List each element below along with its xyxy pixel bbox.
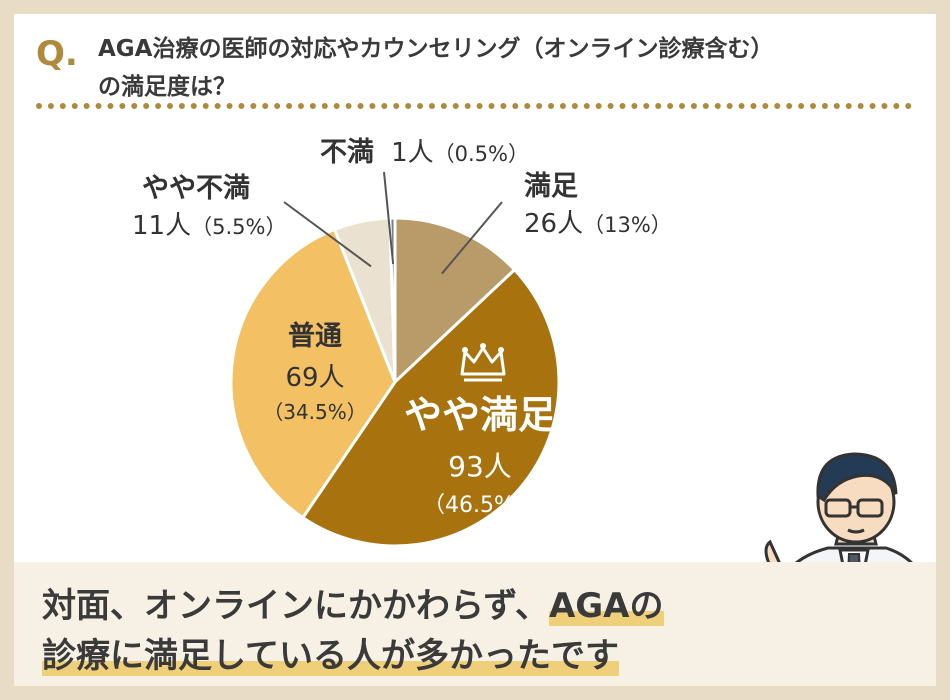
label-futsuu-percent: （34.5%） xyxy=(263,400,367,424)
conclusion-line2: 診療に満足している人が多かったです xyxy=(42,628,619,677)
label-futsuu: 普通 69人 （34.5%） xyxy=(250,314,380,425)
conclusion-line2-highlight: 診療に満足している人が多かったです xyxy=(42,636,619,676)
label-manzoku-count: 26人 xyxy=(524,209,584,239)
conclusion-line1-highlight: AGAの xyxy=(548,586,664,626)
label-futsuu-category: 普通 xyxy=(288,321,342,352)
label-yaya-manzoku: やや満足 93人 （46.5%） xyxy=(390,384,570,519)
label-futsuu-count: 69人 xyxy=(285,363,345,393)
label-manzoku-category: 満足 xyxy=(524,171,578,202)
conclusion-line1: 対面、オンラインにかかわらず、AGAの xyxy=(42,578,664,627)
label-yaya-fuman-percent: （5.5%） xyxy=(191,215,287,239)
pie-chart xyxy=(229,171,561,548)
slice-manzoku xyxy=(393,216,517,386)
leader-line-manzoku xyxy=(441,201,503,275)
label-yaya-manzoku-percent: （46.5%） xyxy=(423,493,537,518)
slice-futsuu xyxy=(229,227,397,520)
slice-yaya-manzoku xyxy=(300,267,561,548)
label-fuman-category: 不満 xyxy=(320,137,374,168)
label-yaya-fuman: やや不満 11人（5.5%） xyxy=(132,166,286,242)
slice-fuman xyxy=(388,216,397,383)
label-yaya-fuman-count: 11人 xyxy=(132,211,192,241)
leader-line-fuman xyxy=(383,171,395,265)
label-manzoku-percent: （13%） xyxy=(583,213,672,237)
crown-icon xyxy=(460,343,506,382)
question-mark: Q. xyxy=(36,34,78,74)
dotted-divider xyxy=(36,103,912,109)
survey-card: Q. AGA治療の医師の対応やカウンセリング（オンライン診療含む） の満足度は？… xyxy=(14,14,936,686)
label-fuman-percent: （0.5%） xyxy=(433,142,529,166)
leader-line-yaya-fuman xyxy=(283,201,372,268)
label-manzoku: 満足 26人（13%） xyxy=(524,164,672,240)
label-fuman: 不満 1人（0.5%） xyxy=(320,130,529,169)
label-yaya-manzoku-count: 93人 xyxy=(448,450,512,483)
label-yaya-manzoku-category: やや満足 xyxy=(403,393,556,437)
conclusion-panel: 対面、オンラインにかかわらず、AGAの 診療に満足している人が多かったです xyxy=(14,562,936,686)
question-title-line1: AGA治療の医師の対応やカウンセリング（オンライン診療含む） xyxy=(98,36,774,62)
question-title: AGA治療の医師の対応やカウンセリング（オンライン診療含む） の満足度は？ xyxy=(98,30,773,106)
conclusion-line1-plain: 対面、オンラインにかかわらず、 xyxy=(42,586,549,626)
label-fuman-count: 1人 xyxy=(391,138,434,168)
label-yaya-fuman-category: やや不満 xyxy=(142,173,250,204)
question-title-line2: の満足度は？ xyxy=(98,74,236,100)
